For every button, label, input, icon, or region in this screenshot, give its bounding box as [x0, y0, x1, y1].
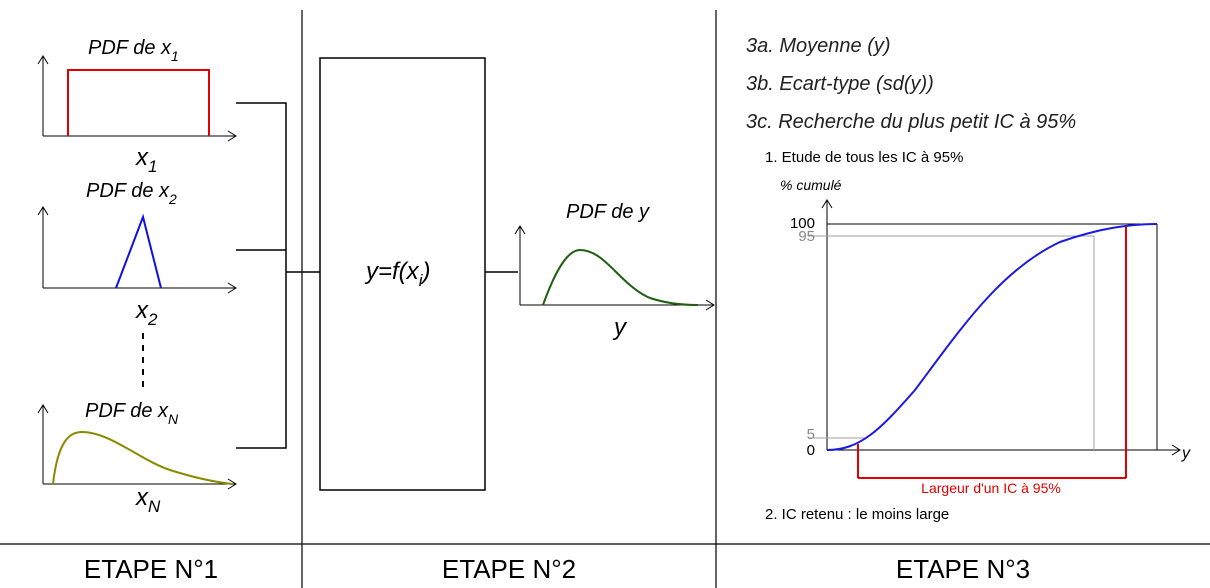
step1-panel: PDF de x1 x1 PDF de x2 x2 P: [37, 37, 320, 516]
cdf-guides: [808, 235, 1095, 450]
stage-label-2: ETAPE N°2: [442, 554, 576, 584]
cdf-ylabel: % cumulé: [780, 177, 842, 193]
step3-sub1: 1. Etude de tous les IC à 95%: [765, 149, 963, 166]
ci-interval-label: Largeur d'un IC à 95%: [921, 480, 1061, 496]
pdf-x1-uniform-curve: [67, 69, 210, 136]
tick-5: 5: [807, 426, 815, 443]
axis-label-xN: xN: [135, 484, 161, 516]
pdf-x1-axes: [37, 55, 237, 142]
tick-100: 100: [790, 215, 815, 232]
cdf-axes: [821, 199, 1181, 456]
pdf-x2-axes: [37, 206, 237, 294]
pdf-xN-title: PDF de xN: [85, 400, 179, 427]
pdf-xN-axes: [37, 404, 237, 490]
pdf-x2-triangle-curve: [115, 213, 162, 289]
pdf-x2-title: PDF de x2: [86, 180, 177, 207]
tick-0: 0: [807, 442, 815, 459]
step3-panel: 3a. Moyenne (y) 3b. Ecart-type (sd(y)) 3…: [746, 35, 1191, 523]
cdf-curve: [826, 223, 1158, 451]
axis-label-x1: x1: [135, 144, 157, 176]
pdf-xN-skewed-curve: [52, 430, 233, 485]
stage-label-3: ETAPE N°3: [896, 554, 1030, 584]
tick-95: 95: [798, 228, 815, 245]
pdf-y-title: PDF de y: [566, 201, 650, 223]
ci-interval: [857, 227, 1127, 479]
function-label: y=f(xi): [364, 258, 430, 290]
step2-panel: y=f(xi) PDF de y y: [319, 57, 715, 491]
cdf-xlabel: y: [1181, 445, 1191, 462]
stage-label-1: ETAPE N°1: [84, 554, 218, 584]
axis-label-x2: x2: [135, 297, 158, 329]
step3-item-mean: 3a. Moyenne (y): [746, 35, 891, 57]
pdf-y-curve: [542, 248, 699, 306]
step3-item-sd: 3b. Ecart-type (sd(y)): [746, 73, 934, 95]
pdf-x1-title: PDF de x1: [88, 37, 179, 64]
function-box: [319, 57, 486, 491]
step3-sub2: 2. IC retenu : le moins large: [765, 506, 949, 523]
input-connector: [236, 102, 320, 449]
step3-item-ci-search: 3c. Recherche du plus petit IC à 95%: [746, 111, 1076, 133]
axis-label-y: y: [612, 314, 628, 341]
